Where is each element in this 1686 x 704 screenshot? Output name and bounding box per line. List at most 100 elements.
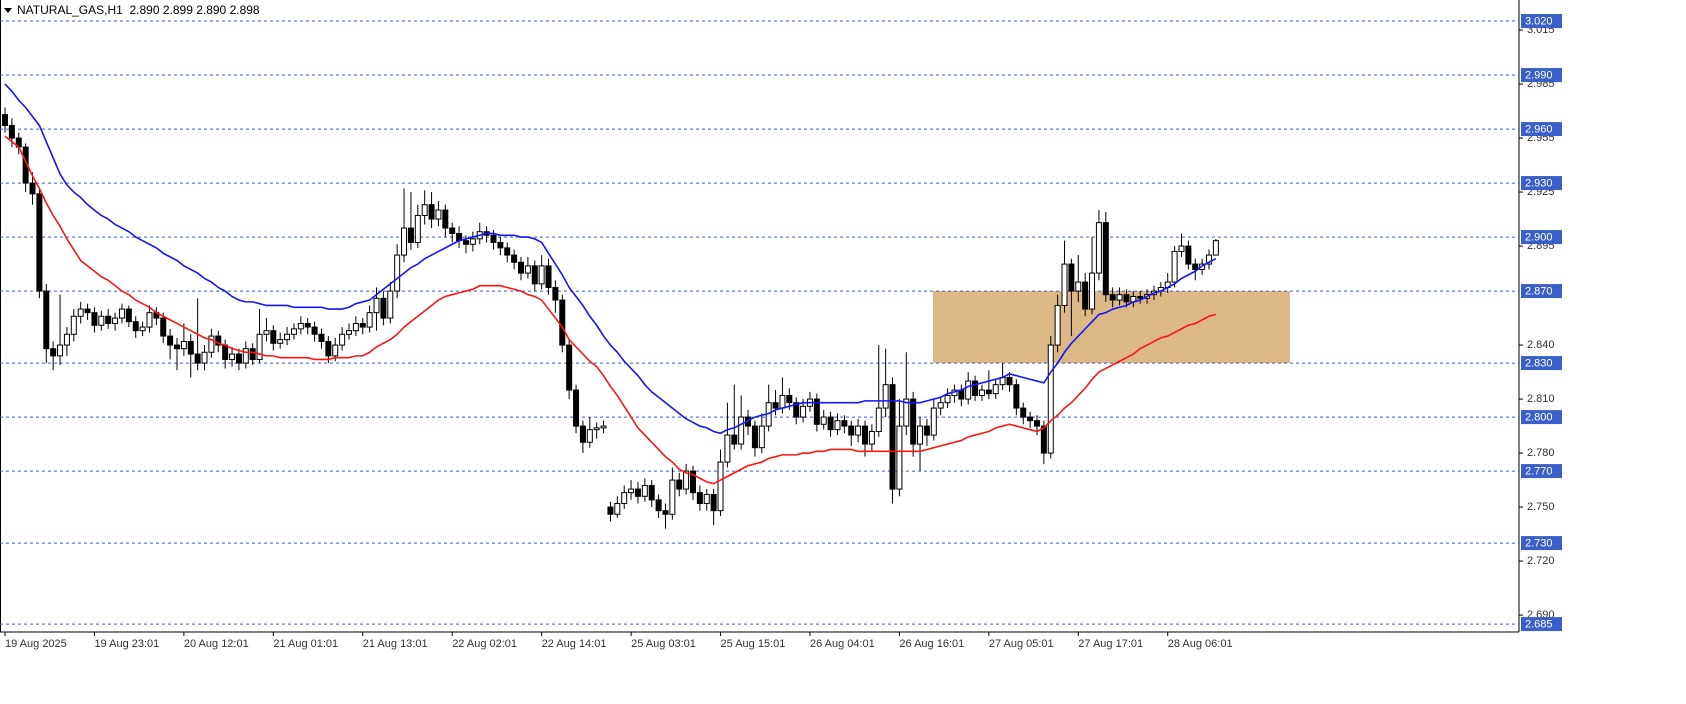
level-tag — [1521, 356, 1562, 371]
candle-body — [414, 214, 421, 243]
candle-body — [270, 330, 277, 344]
candle-body — [1089, 272, 1096, 310]
x-tick-label: 22 Aug 14:01 — [542, 638, 607, 650]
candle-body — [813, 398, 820, 425]
candle-body — [8, 124, 15, 139]
candle-body — [469, 238, 476, 245]
candle-body — [2, 114, 8, 126]
candle-body — [421, 204, 428, 216]
level-label: 2.960 — [1525, 123, 1553, 135]
candle-body — [442, 209, 449, 229]
candle-body — [634, 488, 641, 497]
candle-body — [930, 407, 937, 436]
candle-body — [1095, 222, 1102, 274]
x-tick-label: 26 Aug 16:01 — [899, 638, 964, 650]
candle-body — [215, 335, 222, 346]
x-tick-label: 19 Aug 2025 — [5, 638, 67, 650]
candle-body — [256, 333, 263, 360]
candle-body — [972, 380, 979, 396]
candle-body — [910, 398, 917, 445]
candle-body — [758, 425, 765, 449]
candle-body — [70, 315, 77, 335]
candle-body — [449, 227, 456, 234]
candle-body — [380, 297, 387, 319]
candle-body — [586, 429, 593, 443]
chart-title: NATURAL_GAS,H1 2.890 2.899 2.890 2.898 — [17, 3, 260, 17]
candle-body — [394, 254, 401, 292]
candle-body — [648, 484, 655, 501]
candle-body — [896, 425, 903, 490]
candle-body — [944, 394, 951, 404]
moving-average — [4, 135, 1217, 485]
candle-body — [401, 227, 408, 256]
candle-body — [655, 499, 662, 512]
candle-body — [614, 502, 621, 515]
candle-body — [318, 333, 325, 342]
candle-body — [552, 286, 559, 301]
candle-body — [958, 389, 965, 400]
x-tick-label: 22 Aug 02:01 — [452, 638, 517, 650]
level-label: 2.990 — [1525, 69, 1553, 81]
candle-body — [222, 344, 229, 360]
candle-body — [242, 348, 249, 364]
candle-body — [676, 479, 683, 490]
level-tag — [1521, 122, 1562, 137]
candle-body — [387, 290, 394, 319]
candle-body — [187, 340, 194, 355]
candle-body — [917, 425, 924, 445]
candle-body — [325, 340, 332, 357]
candle-body — [531, 265, 538, 285]
candle-body — [710, 493, 717, 512]
candle-body — [703, 493, 710, 504]
y-tick-label: 2.780 — [1527, 447, 1555, 459]
level-tag — [1521, 464, 1562, 479]
x-tick-label: 27 Aug 05:01 — [989, 638, 1054, 650]
candle-body — [965, 380, 972, 400]
candle-body — [311, 326, 318, 335]
candle-body — [579, 425, 586, 443]
candle-body — [621, 492, 628, 504]
candle-body — [545, 265, 552, 288]
candle-body — [751, 425, 758, 449]
candle-body — [373, 297, 380, 314]
level-label: 2.830 — [1525, 357, 1553, 369]
candle-body — [524, 265, 531, 274]
candle-body — [772, 402, 779, 409]
candle-body — [352, 322, 359, 332]
level-label: 2.800 — [1525, 411, 1553, 423]
candle-body — [738, 416, 745, 445]
candle-body — [36, 193, 43, 292]
candle-body — [208, 335, 215, 353]
candle-body — [848, 425, 855, 436]
candle-body — [538, 265, 545, 285]
candle-body — [132, 321, 139, 332]
moving-average — [4, 83, 1217, 435]
candle-body — [1054, 304, 1061, 346]
zone — [933, 291, 1290, 364]
candle-body — [820, 416, 827, 425]
candle-body — [304, 322, 311, 328]
candle-body — [1206, 254, 1212, 265]
candle-body — [1102, 222, 1109, 296]
candle-body — [1068, 263, 1075, 292]
x-tick-label: 27 Aug 17:01 — [1078, 638, 1143, 650]
candle-body — [84, 308, 91, 314]
candle-body — [339, 333, 346, 346]
candle-body — [511, 254, 518, 263]
candle-body — [1116, 294, 1123, 301]
candle-body — [284, 333, 291, 341]
candle-body — [462, 240, 469, 245]
level-tag — [1521, 284, 1562, 299]
candle-body — [263, 330, 270, 335]
candle-body — [717, 461, 724, 512]
candle-body — [98, 315, 105, 326]
level-tag — [1521, 536, 1562, 551]
candle-body — [435, 209, 442, 220]
candle-body — [607, 506, 614, 515]
candle-body — [290, 328, 297, 335]
candle-body — [683, 470, 690, 490]
candle-body — [566, 344, 573, 391]
x-tick-label: 26 Aug 04:01 — [810, 638, 875, 650]
